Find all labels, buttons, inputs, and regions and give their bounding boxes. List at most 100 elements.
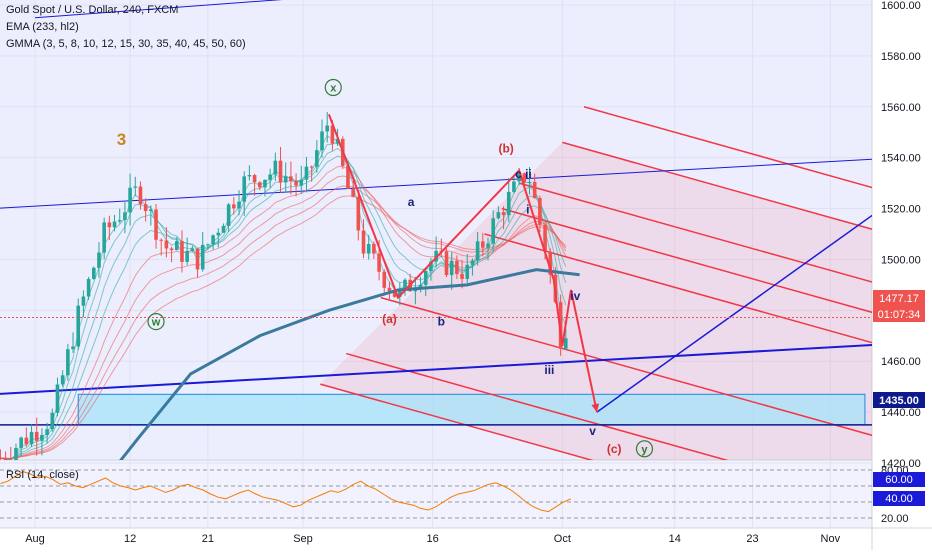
wave-label-i: i (526, 203, 529, 217)
wave-label-b-paren: (b) (498, 142, 513, 156)
time-axis[interactable]: Aug 12 21 Sep 16 Oct 14 23 Nov (25, 533, 840, 545)
candle-body (283, 176, 288, 183)
candle-body (159, 239, 164, 241)
candle-body (149, 209, 153, 212)
wave-label-iii: iii (544, 363, 554, 377)
candle-body (252, 175, 257, 183)
trendline (0, 343, 872, 395)
pitchfork-line (562, 141, 872, 230)
candle-body (392, 291, 397, 297)
candle-body (34, 431, 39, 441)
candle-body (216, 232, 221, 236)
gmma-line (0, 195, 567, 459)
price-tick-label: 1460.00 (881, 356, 921, 368)
gmma-line (0, 175, 567, 460)
candle-body (273, 160, 278, 175)
time-tick-label: Aug (25, 533, 45, 545)
candle-body (522, 173, 527, 182)
time-tick-label: Sep (293, 533, 313, 545)
rsi-label: RSI (14, close) (6, 469, 79, 481)
candle-body (14, 447, 18, 460)
pitchfork-channel-fill (320, 142, 872, 460)
candle-body (97, 252, 101, 268)
candle-body (335, 138, 340, 144)
candle-body (60, 375, 65, 385)
pitchfork-line (501, 207, 872, 314)
candle-body (143, 204, 148, 212)
candle-body (263, 179, 267, 188)
candle-body (107, 222, 112, 228)
ema-indicator-label[interactable]: EMA (233, hl2) (6, 21, 79, 33)
time-tick-label: 14 (669, 533, 681, 545)
price-tick-label: 1580.00 (881, 51, 921, 63)
candle-body (361, 230, 366, 254)
candle-body (304, 166, 309, 180)
candle-body (19, 437, 23, 448)
candle-body (86, 278, 91, 297)
candle-body (50, 412, 55, 430)
candle-body (128, 187, 132, 213)
target-price-badge (873, 392, 925, 408)
pitchfork-line (583, 106, 872, 189)
candle-body (517, 173, 521, 182)
candle-body (564, 338, 568, 349)
time-tick-label: 16 (427, 533, 439, 545)
wave-label-x: x (330, 83, 337, 95)
wave-label-y-circle (635, 440, 654, 458)
candle-body (200, 244, 205, 270)
candle-body (512, 181, 516, 192)
symbol-title[interactable]: Gold Spot / U.S. Dollar, 240, FXCM (6, 4, 179, 16)
current-price-value: 1477.17 (879, 293, 919, 305)
support-zone[interactable] (77, 393, 866, 426)
candle-body (164, 240, 169, 249)
wave-label-a: a (408, 195, 415, 209)
wave-label-c-paren: (c) (607, 442, 622, 456)
time-tick-label: 21 (202, 533, 214, 545)
rsi-tick-label: 20.00 (881, 513, 909, 525)
candle-body (190, 248, 195, 251)
gmma-indicator-label[interactable]: GMMA (3, 5, 8, 10, 12, 15, 30, 35, 40, 4… (6, 38, 246, 50)
candle-body (102, 222, 106, 253)
candle-body (366, 243, 371, 254)
gmma-line (0, 134, 567, 460)
price-tick-label: 1420.00 (881, 458, 921, 470)
wave-label-x-circle (324, 78, 342, 97)
candle-body (174, 241, 179, 251)
wave-count-path[interactable] (327, 114, 598, 413)
candle-body (117, 220, 122, 222)
candle-body (40, 434, 44, 441)
candle-body (429, 261, 433, 272)
candle-body (66, 349, 70, 376)
candle-body (398, 289, 402, 297)
wave-label-3: 3 (117, 130, 126, 149)
wave-label-c-ii: c ii (515, 167, 532, 181)
candle-body (455, 260, 459, 275)
candle-body (325, 125, 330, 132)
pitchfork-line (518, 182, 872, 283)
pitchfork-line (380, 296, 872, 437)
ema-233-line (119, 268, 580, 460)
time-tick-label: Oct (554, 533, 571, 545)
price-axis-background (872, 0, 932, 550)
candle-body (24, 437, 29, 445)
candle-body (257, 182, 262, 188)
chart-legend[interactable]: Gold Spot / U.S. Dollar, 240, FXCM EMA (… (6, 2, 246, 53)
rsi-60-value: 60.00 (885, 474, 913, 486)
candle-body (242, 176, 247, 202)
trendlines[interactable] (0, 0, 899, 426)
candle-body (247, 175, 252, 177)
candle-body (76, 305, 81, 347)
price-tick-label: 1560.00 (881, 102, 921, 114)
candle-body (543, 224, 547, 252)
wave-label-w-circle (147, 313, 165, 331)
candle-body (470, 260, 475, 265)
price-tick-label: 1520.00 (881, 204, 921, 216)
price-tick-label: 1540.00 (881, 153, 921, 165)
candle-body (211, 235, 215, 245)
candle-body (320, 131, 324, 151)
wave-label-b: b (438, 315, 445, 329)
current-price-badge (873, 290, 925, 306)
target-price-value: 1435.00 (879, 395, 919, 407)
candle-body (532, 181, 537, 199)
